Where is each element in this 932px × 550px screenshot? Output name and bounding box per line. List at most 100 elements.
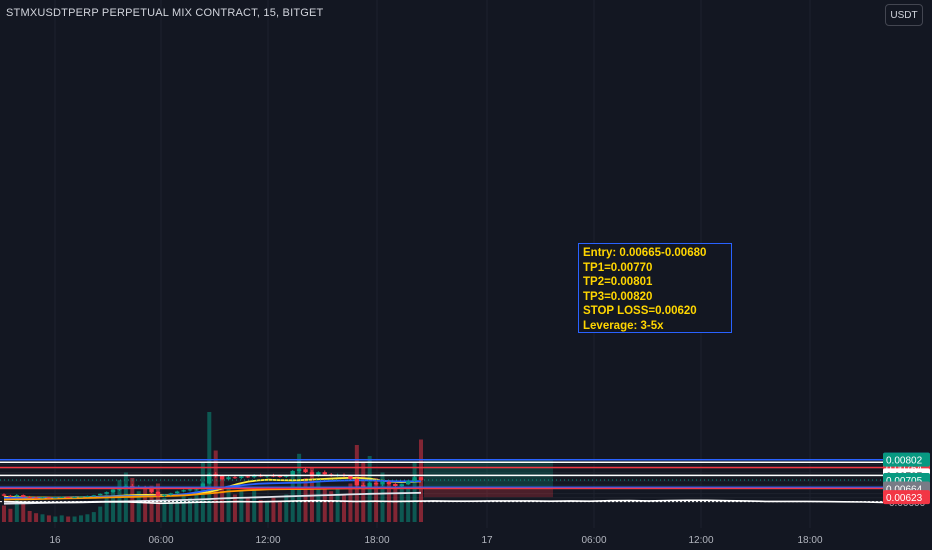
volume-bar [72,516,77,522]
axis-price-badge-label: 0.00802 [886,456,923,467]
grid [0,0,883,528]
volume-bar [149,485,154,522]
candle-body [200,483,206,488]
candle-body [239,476,244,479]
candle-body [85,495,90,497]
candle-body [207,473,212,484]
volume-bar [181,494,186,522]
annotation-line: Leverage: 3-5x [583,319,664,332]
annotation-line: TP2=0.00801 [583,276,653,288]
volume-bar [111,486,116,522]
volume-bar [143,489,148,522]
candle-body [373,483,379,485]
candle-body [181,490,186,492]
time-axis[interactable]: 16 06:00 12:00 18:00 17 06:00 12:00 18:00 [0,528,883,550]
volume-bar [188,497,193,522]
candle-body [110,489,116,493]
candle-body [72,497,77,499]
candle-body [14,495,20,497]
x-tick-label: 18:00 [797,535,822,546]
axis-price-badge-label: 0.00664 [886,485,923,496]
x-tick-label: 18:00 [364,535,389,546]
volume-bar [265,502,270,522]
profit-zone [424,459,553,489]
candle-body [104,492,109,494]
volume-bar [136,491,141,522]
candle-body [8,495,13,497]
candle-body [155,491,161,497]
annotation-line: TP1=0.00770 [583,261,653,274]
candle-body [219,475,225,480]
candle-body [348,475,353,479]
candle-body [412,477,417,481]
candle-body [65,496,71,498]
candle-body [405,481,411,485]
position-zones [424,459,553,498]
volume-bar [175,500,180,522]
volume-bar [46,515,51,522]
x-tick-label: 12:00 [255,535,280,546]
x-tick-label: 16 [49,535,61,546]
volume-bar [412,461,417,522]
axis-price-badge-label: 0.00705 [886,476,923,487]
candle-body [162,494,167,497]
candle-body [418,477,424,480]
loss-zone [424,488,553,498]
volume-bar [226,489,231,522]
candle-body [393,483,398,487]
volume-bar [406,489,411,522]
volume-bar [168,502,173,522]
x-tick-label: 06:00 [581,535,606,546]
candle-body [175,491,180,494]
candle-body [290,470,295,476]
volume-bar [258,500,263,522]
volume-bar [348,483,353,522]
volume-bar [303,478,308,522]
candle-body [367,483,372,488]
horizontal-price-lines [0,459,883,490]
candle-body [303,469,308,473]
candle-body [91,495,97,497]
candle-body [252,475,257,478]
price-axis[interactable]: 0.006000.006200.006400.006600.006800.007… [883,0,932,550]
indicator-line [3,499,884,505]
volume-bar [245,497,250,522]
annotation-line: STOP LOSS=0.00620 [583,305,697,317]
volume-bar [98,506,103,522]
time-axis-background [0,528,883,550]
volume-bar [78,515,83,522]
volume-bar [40,514,45,522]
volume-bar [53,516,58,522]
candle-body [1,494,7,496]
candle-body [98,493,103,496]
candle-body [46,497,52,499]
volume-bar [277,502,282,522]
volume-bar [309,467,314,522]
candle-body [316,472,321,476]
currency-button[interactable]: USDT [885,4,923,26]
candle-body [53,497,58,499]
volume-bar [393,489,398,522]
volume-bar [322,489,327,522]
volume-bar [399,483,404,522]
volume-bar [252,489,257,522]
candle-body [361,485,366,488]
axis-price-badge [883,452,930,467]
volume-bar [239,491,244,522]
volume-bar [14,497,19,522]
volume-bar [2,505,6,522]
candle-body [277,475,283,477]
volume-bar [329,491,334,522]
trade-annotation-box[interactable]: Entry: 0.00665-0.00680 TP1=0.00770 TP2=0.0… [578,243,732,333]
annotation-line: Entry: 0.00665-0.00680 [583,247,707,259]
volume-bar [335,489,340,522]
axis-price-badge-label: 0.00623 [886,493,923,504]
volume-bar [66,516,71,522]
volume-bar [85,514,90,522]
candle-body [296,469,302,471]
volume-bar [130,478,135,522]
chart-title: STMXUSDTPERP PERPETUAL MIX CONTRACT, 15,… [6,7,324,19]
candle-body [354,478,360,486]
volume-bar [194,489,199,522]
